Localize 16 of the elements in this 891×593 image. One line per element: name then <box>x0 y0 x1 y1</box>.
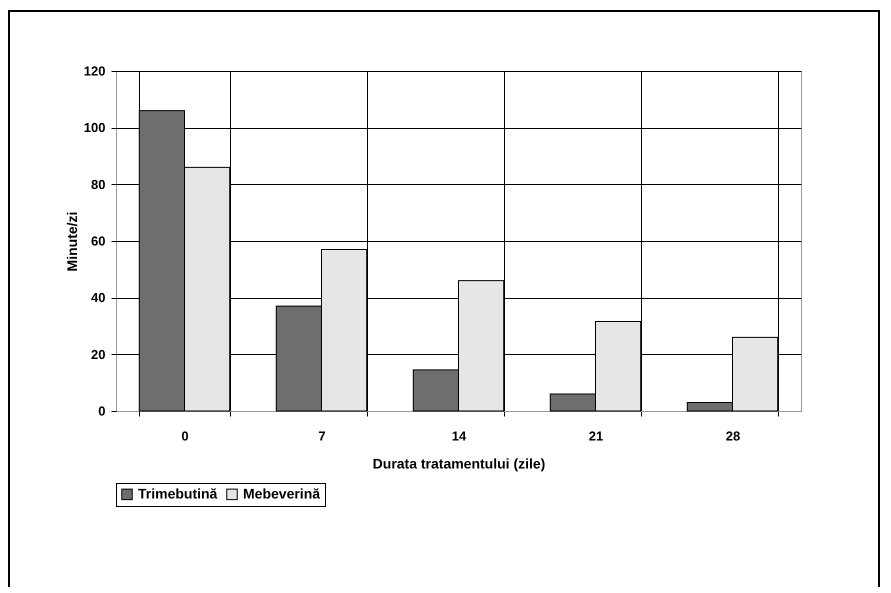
y-tick-label: 0 <box>98 404 106 418</box>
y-tick-label: 20 <box>91 346 106 362</box>
x-tick-label: 7 <box>318 428 326 444</box>
x-tick-label: 14 <box>452 428 467 444</box>
y-axis-title: Minute/zi <box>64 212 80 272</box>
y-tick-label: 40 <box>91 290 106 306</box>
x-tick-label: 0 <box>181 428 189 444</box>
legend-label: Mebeverină <box>243 485 320 502</box>
x-tick-label: 21 <box>588 428 604 444</box>
x-axis-title: Durata tratamentului (zile) <box>372 456 546 472</box>
y-tick-label: 80 <box>91 176 106 192</box>
y-tick-label: 60 <box>91 234 106 248</box>
y-tick-label: 120 <box>84 64 106 78</box>
x-tick-label: 28 <box>726 428 740 444</box>
legend-label: Trimebutină <box>138 485 218 502</box>
y-tick-label: 100 <box>84 120 106 136</box>
